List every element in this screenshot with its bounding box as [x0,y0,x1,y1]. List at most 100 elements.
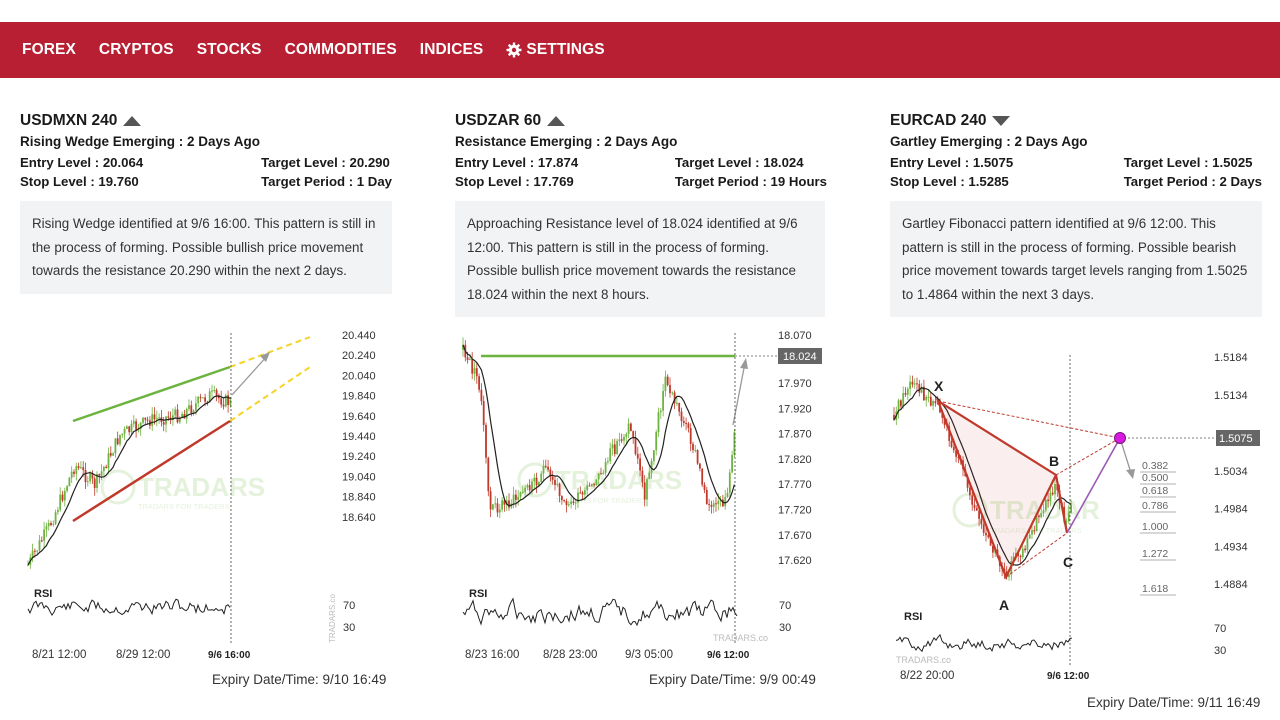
y-axis: 1.5184 1.5134 1.5034 1.4984 1.4934 1.4884 [1214,352,1248,591]
nav-indices[interactable]: INDICES [420,41,484,59]
candle [135,418,137,438]
target-level: Target Level : 20.290 [261,155,390,170]
candle [669,377,671,398]
candle [923,379,925,401]
candle [43,521,45,549]
chart-usdzar[interactable]: TRADARS TRADARS FOR TRADERS 18.070 17.970… [455,325,827,665]
candle [478,373,480,393]
candle [31,543,34,562]
candle [119,434,121,447]
candle [109,446,112,458]
y-tick-label: 18.640 [342,512,376,524]
candle [703,482,706,494]
candle [680,407,683,428]
candle [909,375,911,397]
candle [47,519,50,531]
x-tick-label: 8/29 12:00 [116,649,170,661]
candle [1021,545,1024,560]
candle [519,491,522,500]
candle [653,450,655,465]
pattern-status: Rising Wedge Emerging : 2 Days Ago [20,134,261,149]
candle [694,445,697,453]
candle [918,379,921,397]
triangle-up-icon [123,116,142,126]
candle [643,475,646,507]
candle [139,422,142,436]
candle [934,396,937,407]
candle [1044,496,1047,513]
moving-average-line [27,395,231,566]
candle [526,483,529,491]
x-tick-label: 8/21 12:00 [32,649,86,661]
candle [604,457,607,476]
candle [66,485,68,493]
candle [224,393,227,408]
candle [68,477,71,487]
y-tick-label: 1.5034 [1214,466,1248,478]
candle [84,462,87,489]
nav-cryptos[interactable]: CRYPTOS [99,41,174,59]
support-trendline [72,419,231,523]
signal-card-usdzar[interactable]: USDZAR 60 Resistance Emerging : 2 Days A… [455,110,827,317]
levels-grid: Entry Level : 1.5075 Target Level : 1.50… [890,154,1262,191]
candle [86,476,89,487]
candle [542,459,545,481]
candle [724,489,727,510]
candle [572,498,575,506]
candle [80,461,82,469]
candle [485,422,487,464]
candle [551,470,554,485]
watermark-text: TRADARS [555,465,682,495]
candle [577,487,579,508]
candle [533,473,536,489]
nav-commodities[interactable]: COMMODITIES [285,41,397,59]
y-tick-label: 20.040 [342,370,376,382]
chart-eurcad[interactable]: TRADAR TRADARS FOR TRADERS 0.3820.5000.6… [890,345,1262,685]
candle [985,525,987,542]
y-axis: 18.070 17.970 17.920 17.870 17.820 17.770 17.7… [778,330,812,567]
target-arrow [1119,437,1135,479]
fib-level: 0.786 [1140,500,1176,513]
nav-forex[interactable]: FOREX [22,41,76,59]
watermark-sub: TRADARS FOR TRADERS [138,502,230,511]
signal-card-eurcad[interactable]: EURCAD 240 Gartley Emerging : 2 Days Ago… [890,110,1262,317]
signal-card-usdmxn[interactable]: USDMXN 240 Rising Wedge Emerging : 2 Day… [20,110,392,294]
candle [492,504,494,511]
candle [38,535,41,552]
candle [623,434,625,446]
nav-settings[interactable]: SETTINGS [506,41,605,59]
candle [494,496,497,509]
candle [510,499,513,510]
svg-text:1.618: 1.618 [1142,583,1168,595]
candle [913,378,916,389]
candle [1038,514,1040,524]
candle [521,485,524,494]
rsi-label: RSI [904,611,922,623]
nav-stocks[interactable]: STOCKS [197,41,262,59]
candle [220,390,223,408]
candle [561,495,563,505]
candle [547,459,549,472]
y-axis: 20.440 20.240 20.040 19.840 19.640 19.440 19.2… [342,330,376,524]
candle [904,387,907,397]
chart-usdmxn[interactable]: TRADARS TRADARS FOR TRADERS 20.440 20.240… [20,325,390,665]
candle [646,477,648,507]
candle [93,476,96,496]
candle [45,522,48,538]
candle [473,362,476,381]
candle [199,393,202,402]
candle [731,450,733,474]
rsi-tick-30: 30 [1214,645,1226,657]
candle [992,545,994,558]
card-title: EURCAD 240 [890,112,987,129]
candle [98,473,101,484]
candle [501,497,503,513]
candle [593,482,595,488]
candle [1054,476,1056,501]
point-label-c: C [1063,554,1073,570]
candle [498,504,501,519]
candle [911,375,914,388]
target-level: Target Level : 18.024 [674,155,804,170]
y-tick-label: 17.770 [778,479,812,491]
